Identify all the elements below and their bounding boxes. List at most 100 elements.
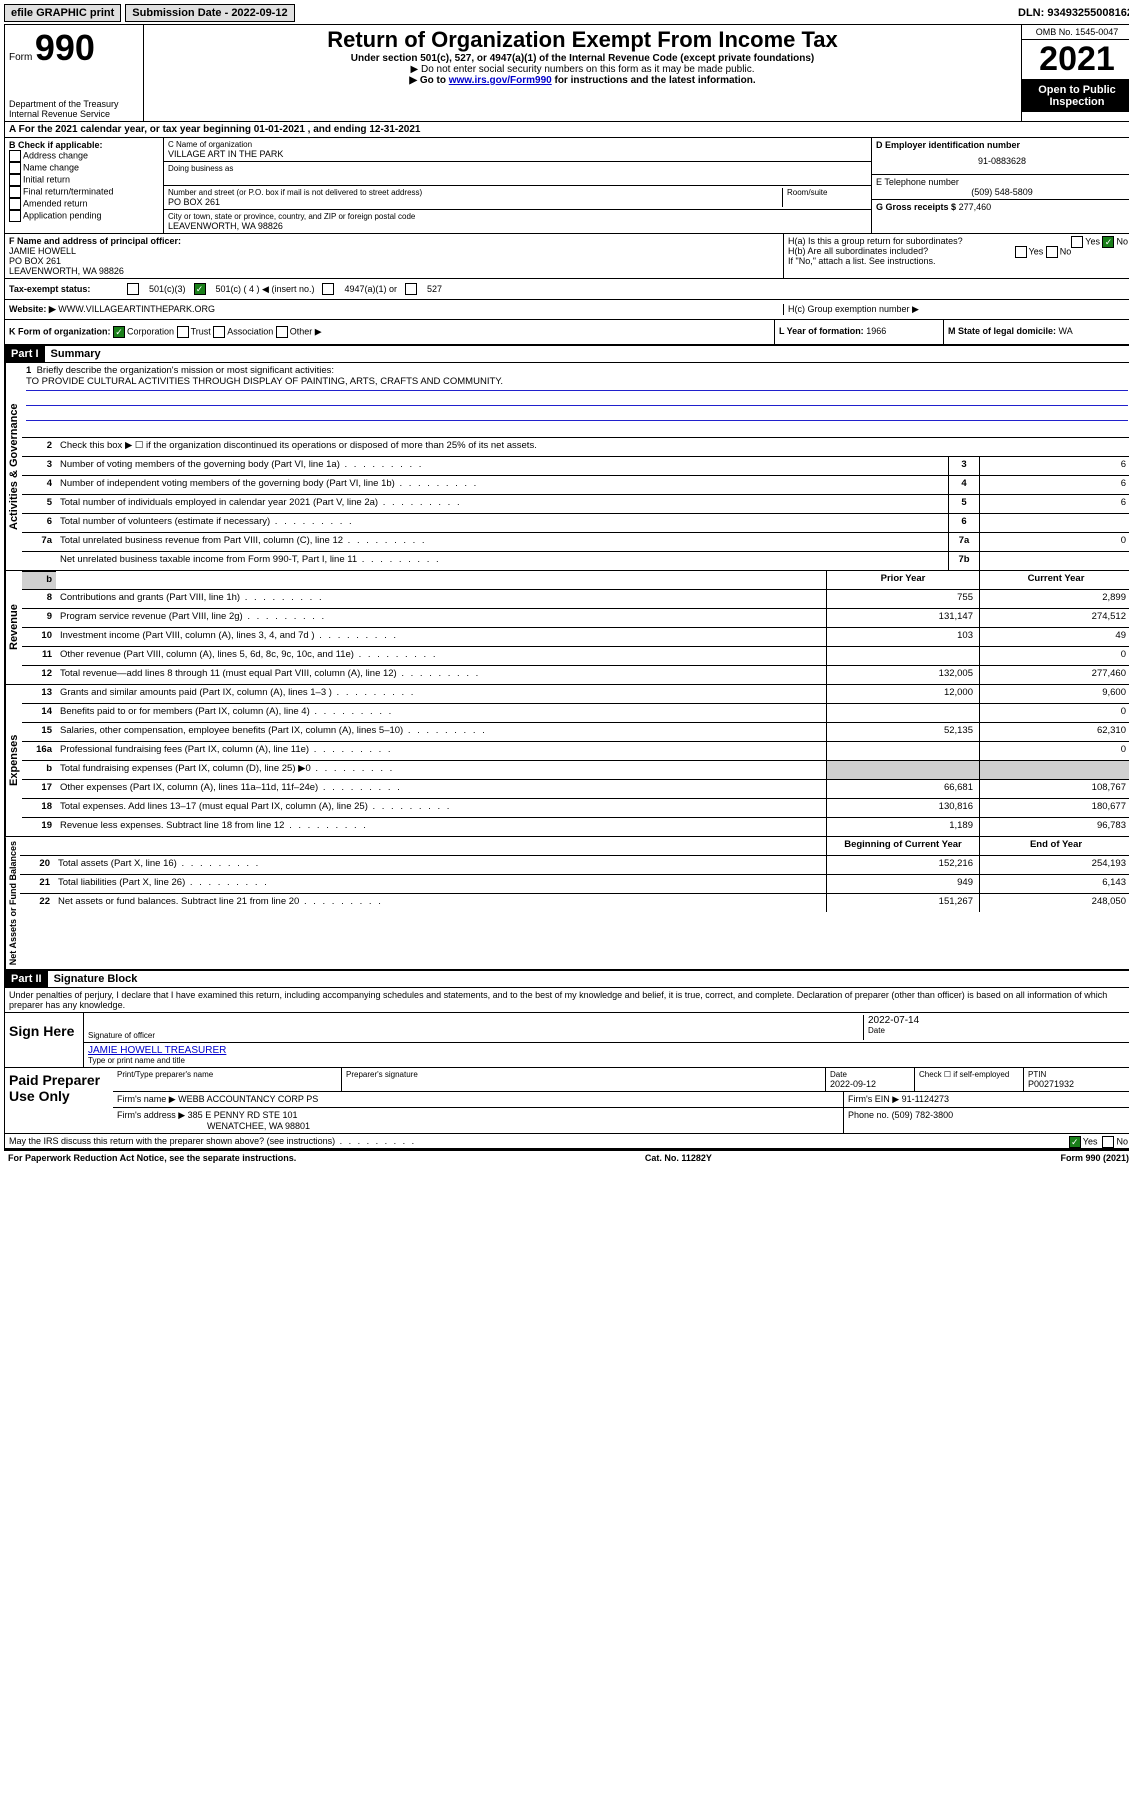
discuss-row: May the IRS discuss this return with the… [5, 1134, 1129, 1150]
officer-name: JAMIE HOWELL [9, 246, 779, 256]
expenses-block: Expenses 13Grants and similar amounts pa… [5, 685, 1129, 837]
mission-text: TO PROVIDE CULTURAL ACTIVITIES THROUGH D… [26, 376, 1128, 391]
omb-number: OMB No. 1545-0047 [1022, 25, 1129, 40]
gross-label: G Gross receipts $ [876, 202, 956, 212]
part1-label: Part I [5, 346, 45, 362]
submission-date-button[interactable]: Submission Date - 2022-09-12 [125, 4, 294, 22]
officer-name-link[interactable]: JAMIE HOWELL TREASURER [88, 1045, 1128, 1056]
ein-label: D Employer identification number [876, 140, 1128, 150]
paid-label: Paid Preparer Use Only [5, 1068, 113, 1133]
website-label: Website: ▶ [9, 304, 56, 314]
form-header: Form 990 Department of the Treasury Inte… [5, 25, 1129, 122]
form-container: Form 990 Department of the Treasury Inte… [4, 24, 1129, 1151]
status-label: Tax-exempt status: [9, 284, 119, 294]
officer-label: F Name and address of principal officer: [9, 236, 779, 246]
phone-value: (509) 548-5809 [876, 187, 1128, 197]
header-title-block: Return of Organization Exempt From Incom… [144, 25, 1021, 121]
form-subtitle2: ▶ Do not enter social security numbers o… [150, 64, 1015, 75]
netassets-block: Net Assets or Fund Balances Beginning of… [5, 837, 1129, 971]
box-c: C Name of organization VILLAGE ART IN TH… [164, 138, 872, 233]
chk-initial[interactable] [9, 174, 21, 186]
form-subtitle1: Under section 501(c), 527, or 4947(a)(1)… [150, 53, 1015, 64]
chk-pending[interactable] [9, 210, 21, 222]
org-name-label: C Name of organization [168, 140, 867, 149]
box-b: B Check if applicable: Address change Na… [5, 138, 164, 233]
chk-name[interactable] [9, 162, 21, 174]
chk-trust[interactable] [177, 326, 189, 338]
gov-vert-label: Activities & Governance [5, 363, 22, 570]
k-l-m-row: K Form of organization: Corporation Trus… [5, 320, 1129, 346]
ein-value: 91-0883628 [876, 150, 1128, 172]
chk-501c3[interactable] [127, 283, 139, 295]
page-footer: For Paperwork Reduction Act Notice, see … [4, 1151, 1129, 1165]
officer-h-block: F Name and address of principal officer:… [5, 234, 1129, 279]
box-f: F Name and address of principal officer:… [5, 234, 784, 278]
hb-yes[interactable] [1015, 246, 1027, 258]
form-title: Return of Organization Exempt From Incom… [150, 27, 1015, 53]
website-value: WWW.VILLAGEARTINTHEPARK.ORG [58, 304, 215, 314]
hc-label: H(c) Group exemption number ▶ [784, 304, 1128, 315]
exp-vert-label: Expenses [5, 685, 22, 836]
declaration-text: Under penalties of perjury, I declare th… [5, 988, 1129, 1013]
org-name: VILLAGE ART IN THE PARK [168, 149, 867, 159]
form-number: 990 [35, 27, 95, 68]
officer-addr1: PO BOX 261 [9, 256, 779, 266]
sign-here-label: Sign Here [5, 1013, 84, 1067]
org-address: PO BOX 261 [168, 197, 782, 207]
chk-amended[interactable] [9, 198, 21, 210]
phone-label: E Telephone number [876, 177, 1128, 187]
tax-year: 2021 [1022, 40, 1129, 80]
footer-left: For Paperwork Reduction Act Notice, see … [8, 1153, 296, 1163]
dept-label: Department of the Treasury [9, 99, 139, 109]
boxes-d-e-g: D Employer identification number 91-0883… [872, 138, 1129, 233]
efile-button[interactable]: efile GRAPHIC print [4, 4, 121, 22]
officer-addr2: LEAVENWORTH, WA 98826 [9, 266, 779, 276]
rev-vert-label: Revenue [5, 571, 22, 684]
chk-corp[interactable] [113, 326, 125, 338]
header-left: Form 990 Department of the Treasury Inte… [5, 25, 144, 121]
tax-status-row: Tax-exempt status: 501(c)(3) 501(c) ( 4 … [5, 279, 1129, 300]
chk-address[interactable] [9, 150, 21, 162]
city-label: City or town, state or province, country… [168, 212, 867, 221]
website-hc-row: Website: ▶ WWW.VILLAGEARTINTHEPARK.ORG H… [5, 300, 1129, 320]
irs-link[interactable]: www.irs.gov/Form990 [449, 75, 552, 86]
ha-no[interactable] [1102, 236, 1114, 248]
part1-header: Part I Summary [5, 346, 1129, 363]
addr-label: Number and street (or P.O. box if mail i… [168, 188, 782, 197]
dln-label: DLN: 93493255008162 [1018, 7, 1129, 19]
chk-527[interactable] [405, 283, 417, 295]
paid-preparer-block: Paid Preparer Use Only Print/Type prepar… [5, 1068, 1129, 1134]
period-row: A For the 2021 calendar year, or tax yea… [5, 122, 1129, 138]
chk-4947[interactable] [322, 283, 334, 295]
chk-501c[interactable] [194, 283, 206, 295]
part2-header: Part II Signature Block [5, 971, 1129, 988]
footer-right: Form 990 (2021) [1060, 1153, 1129, 1163]
hb-note: If "No," attach a list. See instructions… [788, 256, 1128, 266]
room-label: Room/suite [782, 188, 867, 207]
hb-no[interactable] [1046, 246, 1058, 258]
chk-other[interactable] [276, 326, 288, 338]
part2-title: Signature Block [48, 973, 138, 985]
chk-final[interactable] [9, 186, 21, 198]
form-prefix: Form [9, 52, 32, 63]
irs-label: Internal Revenue Service [9, 109, 139, 119]
net-vert-label: Net Assets or Fund Balances [5, 837, 20, 969]
open-public-badge: Open to Public Inspection [1022, 80, 1129, 112]
sign-here-block: Sign Here Signature of officer 2022-07-1… [5, 1013, 1129, 1068]
org-city: LEAVENWORTH, WA 98826 [168, 221, 867, 231]
dba-label: Doing business as [168, 164, 867, 173]
governance-block: Activities & Governance 1 Briefly descri… [5, 363, 1129, 571]
header-right: OMB No. 1545-0047 2021 Open to Public In… [1021, 25, 1129, 121]
chk-assoc[interactable] [213, 326, 225, 338]
ha-yes[interactable] [1071, 236, 1083, 248]
revenue-block: Revenue b Prior Year Current Year 8Contr… [5, 571, 1129, 685]
box-b-title: B Check if applicable: [9, 140, 159, 150]
form-subtitle3: ▶ Go to www.irs.gov/Form990 for instruct… [150, 75, 1015, 86]
discuss-no[interactable] [1102, 1136, 1114, 1148]
box-h: H(a) Is this a group return for subordin… [784, 234, 1129, 278]
discuss-yes[interactable] [1069, 1136, 1081, 1148]
entity-block: B Check if applicable: Address change Na… [5, 138, 1129, 234]
part1-title: Summary [45, 348, 101, 360]
part2-label: Part II [5, 971, 48, 987]
footer-mid: Cat. No. 11282Y [645, 1153, 712, 1163]
